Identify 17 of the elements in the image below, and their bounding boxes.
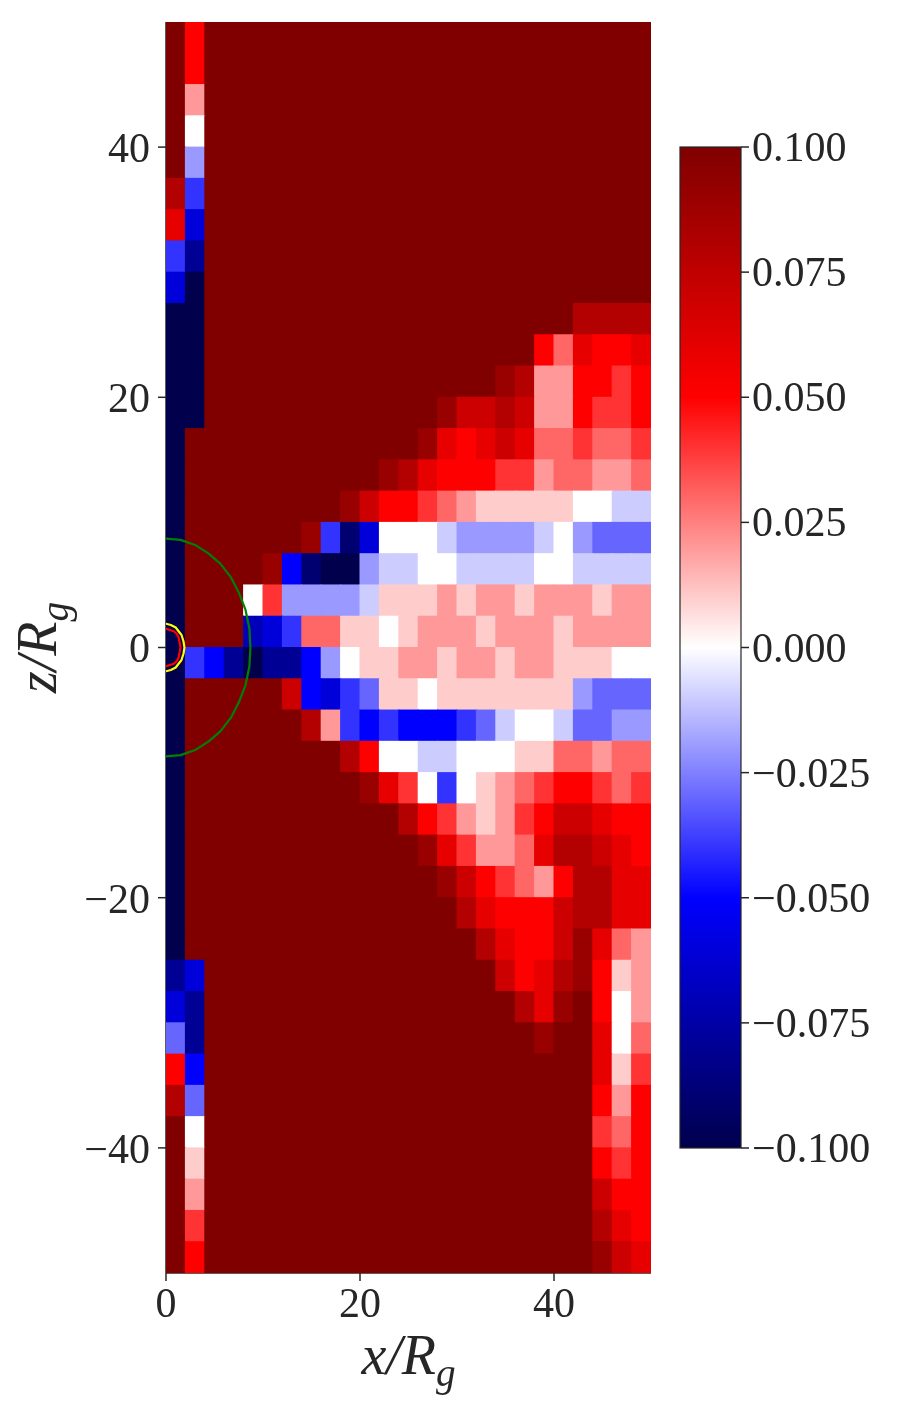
color-bar-label: 0.025 <box>752 499 847 546</box>
color-bar-label: −0.100 <box>752 1125 871 1171</box>
color-bar-label: 0.000 <box>752 624 847 671</box>
color-bar-label: 0.075 <box>752 249 847 296</box>
y-tick-label: 20 <box>108 375 150 422</box>
color-bar-label: 0.050 <box>752 374 847 421</box>
y-tick-label: 0 <box>129 625 150 672</box>
y-tick-label: −40 <box>84 1125 150 1172</box>
color-bar-label: −0.075 <box>752 999 871 1046</box>
color-bar-label: 0.100 <box>752 124 847 170</box>
y-tick-label: 40 <box>108 125 150 172</box>
x-tick-label: 20 <box>339 1279 381 1326</box>
color-bar-label: −0.050 <box>752 874 871 921</box>
y-tick-label: −20 <box>84 875 150 922</box>
x-axis-title: x/R$_{g}$ <box>360 1324 456 1396</box>
color-bar-label: −0.025 <box>752 749 871 796</box>
x-tick-label: 40 <box>533 1279 575 1326</box>
